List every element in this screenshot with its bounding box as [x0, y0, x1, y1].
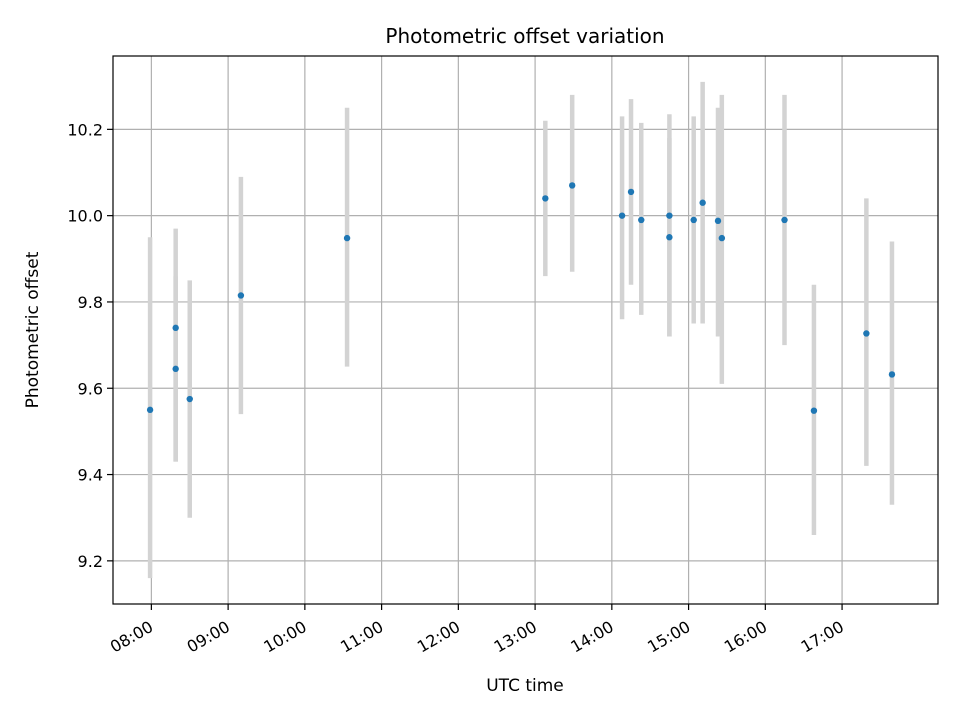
data-point: [810, 407, 818, 414]
y-tick-label: 9.6: [78, 379, 103, 398]
data-point: [690, 216, 697, 224]
data-point: [237, 292, 245, 299]
x-tick-label: 09:00: [184, 617, 233, 657]
data-point: [146, 406, 154, 414]
data-point: [542, 195, 549, 202]
plot-frame: [112, 55, 939, 605]
x-tick-label: 08:00: [107, 617, 156, 657]
data-point: [781, 216, 788, 224]
data-point: [863, 330, 870, 337]
x-tick-label: 16:00: [721, 617, 770, 657]
data-point: [618, 212, 626, 219]
x-tick-label: 13:00: [491, 617, 540, 657]
data-point: [627, 188, 635, 196]
data-point: [343, 234, 351, 242]
x-axis: 08:00 09:00 10:00 11:00 12:00 13:00 14:00 15:00…: [107, 604, 847, 657]
x-tick-label: 11:00: [337, 617, 386, 657]
x-tick-label: 10:00: [260, 617, 309, 657]
data-point: [172, 324, 179, 332]
x-tick-label: 14:00: [567, 617, 616, 657]
data-point: [638, 216, 645, 224]
y-tick-label: 9.8: [78, 293, 103, 312]
data-point: [186, 395, 193, 403]
data-point: [718, 234, 726, 242]
x-tick-label: 17:00: [798, 617, 847, 657]
y-tick-label: 10.0: [67, 207, 103, 226]
data-point: [888, 371, 896, 378]
x-axis-label: UTC time: [486, 676, 564, 696]
data-point: [714, 217, 722, 225]
x-tick-label: 15:00: [644, 617, 693, 657]
grid: [113, 56, 938, 604]
y-tick-label: 9.2: [78, 552, 103, 571]
y-axis-label: Photometric offset: [23, 251, 43, 408]
data-point: [699, 199, 706, 206]
error-bars: [147, 81, 895, 579]
data-point: [172, 365, 179, 373]
data-points: [146, 182, 896, 414]
y-tick-label: 9.4: [78, 466, 103, 485]
data-point: [568, 182, 576, 189]
chart-title: Photometric offset variation: [385, 24, 664, 48]
data-point: [666, 234, 673, 241]
y-axis: 9.2 9.4 9.6 9.8 10.0 10.2: [67, 120, 113, 571]
x-tick-label: 12:00: [414, 617, 463, 657]
y-tick-label: 10.2: [67, 120, 103, 139]
data-point: [666, 212, 673, 219]
